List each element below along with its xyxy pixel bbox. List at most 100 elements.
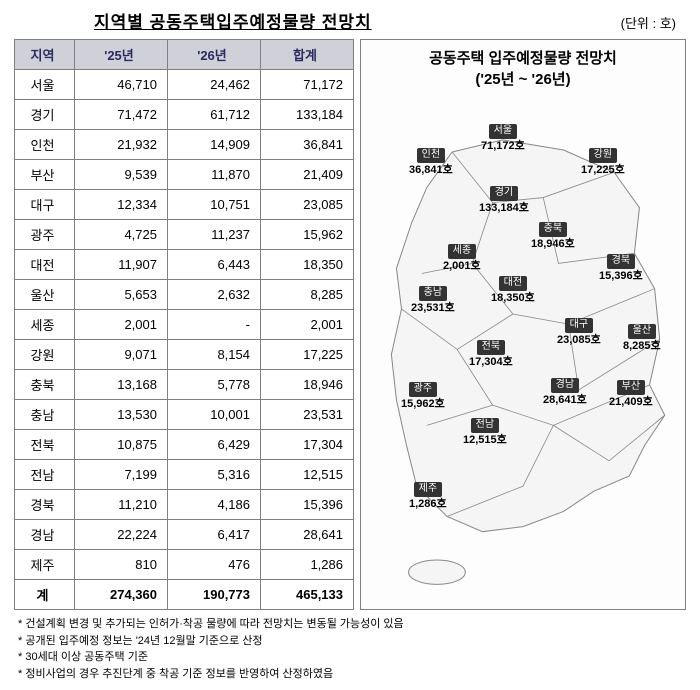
table-cell: 6,417 bbox=[168, 520, 261, 550]
table-cell: 10,875 bbox=[75, 430, 168, 460]
table-cell: 11,870 bbox=[168, 160, 261, 190]
table-cell: 서울 bbox=[15, 70, 75, 100]
map-region-value: 23,085호 bbox=[557, 334, 601, 346]
map-region-label: 경북15,396호 bbox=[599, 254, 643, 283]
map-region-value: 1,286호 bbox=[409, 498, 447, 510]
map-region-value: 17,304호 bbox=[469, 356, 513, 368]
table-row: 전남7,1995,31612,515 bbox=[15, 460, 354, 490]
map-region-tag: 충북 bbox=[539, 222, 567, 237]
main-title: 지역별 공동주택입주예정물량 전망치 bbox=[94, 8, 372, 33]
map-region-value: 17,225호 bbox=[581, 164, 625, 176]
table-cell: 5,316 bbox=[168, 460, 261, 490]
table-cell: 대전 bbox=[15, 250, 75, 280]
map-title-line2: ('25년 ~ '26년) bbox=[475, 71, 570, 88]
map-region-tag: 경북 bbox=[607, 254, 635, 269]
table-cell: 7,199 bbox=[75, 460, 168, 490]
map-region-tag: 대전 bbox=[499, 276, 527, 291]
table-total-cell: 274,360 bbox=[75, 580, 168, 610]
map-region-value: 71,172호 bbox=[481, 140, 525, 152]
table-cell: 17,304 bbox=[261, 430, 354, 460]
map-region-label: 대구23,085호 bbox=[557, 318, 601, 347]
map-region-label: 제주1,286호 bbox=[409, 482, 447, 511]
map-region-label: 인천36,841호 bbox=[409, 148, 453, 177]
table-cell: 10,751 bbox=[168, 190, 261, 220]
table-cell: 4,186 bbox=[168, 490, 261, 520]
table-cell: 71,172 bbox=[261, 70, 354, 100]
table-cell: 4,725 bbox=[75, 220, 168, 250]
table-cell: 강원 bbox=[15, 340, 75, 370]
table-cell: 2,632 bbox=[168, 280, 261, 310]
map-region-tag: 제주 bbox=[414, 482, 442, 497]
table-cell: 23,531 bbox=[261, 400, 354, 430]
map-region-label: 대전18,350호 bbox=[491, 276, 535, 305]
table-cell: 대구 bbox=[15, 190, 75, 220]
table-row: 인천21,93214,90936,841 bbox=[15, 130, 354, 160]
map-region-value: 133,184호 bbox=[479, 202, 529, 214]
table-total-row: 계274,360190,773465,133 bbox=[15, 580, 354, 610]
map-title: 공동주택 입주예정물량 전망치 ('25년 ~ '26년) bbox=[361, 40, 685, 90]
document-root: 지역별 공동주택입주예정물량 전망치 (단위 : 호) 지역 '25년 '26년… bbox=[0, 0, 700, 690]
map-region-tag: 전남 bbox=[471, 418, 499, 433]
table-row: 충북13,1685,77818,946 bbox=[15, 370, 354, 400]
table-row: 울산5,6532,6328,285 bbox=[15, 280, 354, 310]
table-cell: 13,530 bbox=[75, 400, 168, 430]
table-cell: 12,334 bbox=[75, 190, 168, 220]
table-cell: 12,515 bbox=[261, 460, 354, 490]
table-cell: 11,210 bbox=[75, 490, 168, 520]
map-region-label: 경기133,184호 bbox=[479, 186, 529, 215]
table-cell: 경남 bbox=[15, 520, 75, 550]
table-cell: 부산 bbox=[15, 160, 75, 190]
table-cell: 21,932 bbox=[75, 130, 168, 160]
table-row: 대구12,33410,75123,085 bbox=[15, 190, 354, 220]
map-region-tag: 부산 bbox=[617, 380, 645, 395]
table-cell: 11,907 bbox=[75, 250, 168, 280]
table-cell: 23,085 bbox=[261, 190, 354, 220]
col-total: 합계 bbox=[261, 40, 354, 70]
table-cell: 전남 bbox=[15, 460, 75, 490]
table-cell: 36,841 bbox=[261, 130, 354, 160]
map-title-line1: 공동주택 입주예정물량 전망치 bbox=[429, 50, 617, 67]
footnote: 공개된 입주예정 정보는 '24년 12월말 기준으로 산정 bbox=[18, 633, 686, 650]
map-region-value: 21,409호 bbox=[609, 396, 653, 408]
table-cell: 5,778 bbox=[168, 370, 261, 400]
table-cell: 경기 bbox=[15, 100, 75, 130]
footnotes: 건설계획 변경 및 추가되는 인허가·착공 물량에 따라 전망치는 변동될 가능… bbox=[14, 616, 686, 682]
footnote: 30세대 이상 공동주택 기준 bbox=[18, 649, 686, 666]
table-cell: 경북 bbox=[15, 490, 75, 520]
table-cell: 28,641 bbox=[261, 520, 354, 550]
table-cell: 810 bbox=[75, 550, 168, 580]
table-cell: 18,946 bbox=[261, 370, 354, 400]
unit-label: (단위 : 호) bbox=[621, 13, 676, 32]
table-row: 경기71,47261,712133,184 bbox=[15, 100, 354, 130]
map-region-value: 18,946호 bbox=[531, 238, 575, 250]
table-cell: 1,286 bbox=[261, 550, 354, 580]
map-region-value: 23,531호 bbox=[411, 302, 455, 314]
table-cell: 6,429 bbox=[168, 430, 261, 460]
table-cell: 6,443 bbox=[168, 250, 261, 280]
table-cell: 제주 bbox=[15, 550, 75, 580]
table-row: 서울46,71024,46271,172 bbox=[15, 70, 354, 100]
table-cell: 8,154 bbox=[168, 340, 261, 370]
table-cell: 14,909 bbox=[168, 130, 261, 160]
map-region-label: 충남23,531호 bbox=[411, 286, 455, 315]
table-cell: 세종 bbox=[15, 310, 75, 340]
map-region-label: 부산21,409호 bbox=[609, 380, 653, 409]
table-row: 경북11,2104,18615,396 bbox=[15, 490, 354, 520]
table-row: 대전11,9076,44318,350 bbox=[15, 250, 354, 280]
table-cell: 전북 bbox=[15, 430, 75, 460]
table-cell: 15,962 bbox=[261, 220, 354, 250]
table-cell: 2,001 bbox=[75, 310, 168, 340]
table-cell: 충남 bbox=[15, 400, 75, 430]
table-row: 경남22,2246,41728,641 bbox=[15, 520, 354, 550]
table-total-cell: 계 bbox=[15, 580, 75, 610]
map-region-label: 경남28,641호 bbox=[543, 378, 587, 407]
map-region-tag: 서울 bbox=[489, 124, 517, 139]
table-cell: 22,224 bbox=[75, 520, 168, 550]
map-region-tag: 충남 bbox=[419, 286, 447, 301]
map-region-value: 2,001호 bbox=[443, 260, 481, 272]
table-header-row: 지역 '25년 '26년 합계 bbox=[15, 40, 354, 70]
table-row: 제주8104761,286 bbox=[15, 550, 354, 580]
table-cell: 광주 bbox=[15, 220, 75, 250]
table-row: 세종2,001-2,001 bbox=[15, 310, 354, 340]
data-table-wrap: 지역 '25년 '26년 합계 서울46,71024,46271,172경기71… bbox=[14, 39, 354, 610]
